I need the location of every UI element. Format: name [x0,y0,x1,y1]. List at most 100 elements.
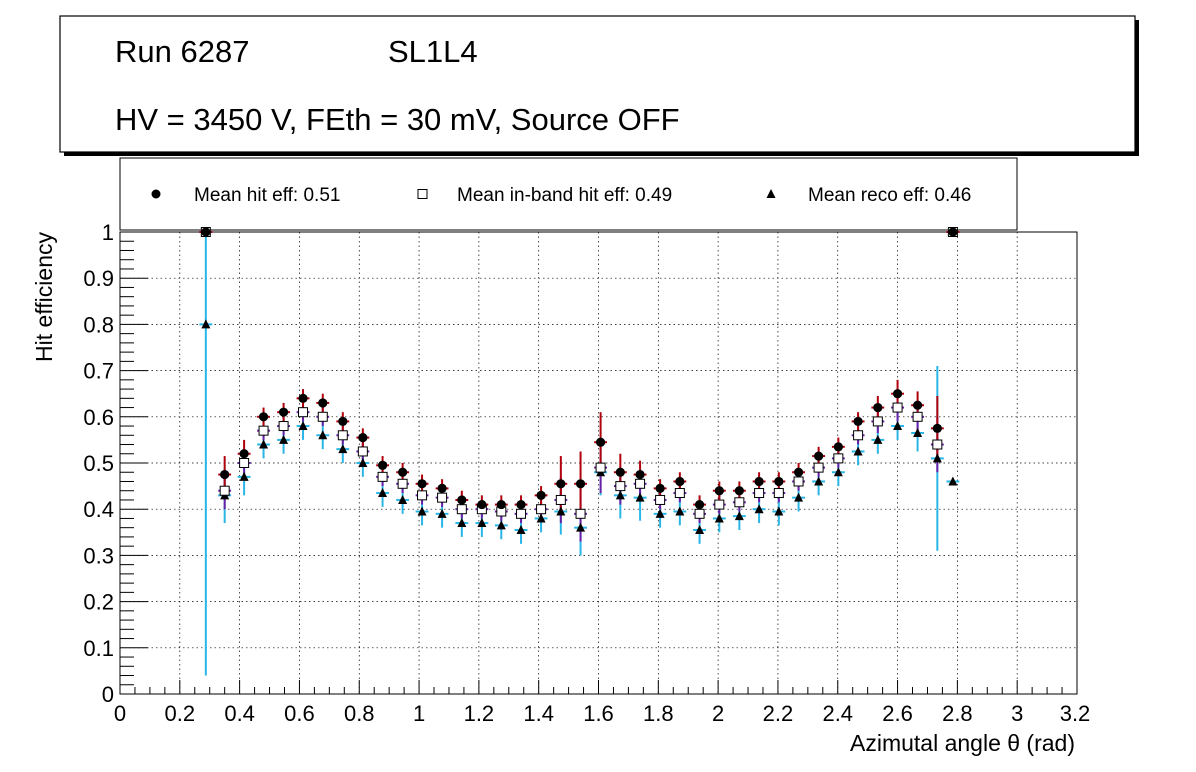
hit-eff-point [417,479,427,489]
inband-eff-point [417,490,428,501]
inband-eff-point [357,446,368,457]
x-tick-label: 2.2 [763,701,794,726]
inband-eff-point [694,508,705,519]
inband-eff-point [377,471,388,482]
y-tick-label: 0.2 [83,590,114,615]
x-tick-label: 2.4 [822,701,853,726]
reco-eff-point [615,490,625,500]
reco-eff-point [695,524,705,534]
reco-eff-point [774,506,784,516]
axis-ticks [119,231,1078,695]
reco-eff-point [417,506,427,516]
inband-eff-point [833,453,844,464]
reco-eff-point [378,488,388,498]
reco-eff-point [833,467,843,477]
legend-hit-label: Mean hit eff: 0.51 [194,185,340,206]
inband-eff-point [773,488,784,499]
inband-eff-point [456,504,467,515]
x-tick-label: 1.4 [523,701,554,726]
x-tick-label: 3.2 [1060,701,1091,726]
inband-eff-point [575,508,586,519]
hit-eff-point [298,393,308,403]
reco-eff-point [714,513,724,523]
reco-eff-point [516,524,526,534]
inband-eff-point [258,425,269,436]
y-tick-label: 1 [102,220,114,245]
inband-eff-point [872,416,883,427]
hit-eff-point [437,483,447,494]
hit-eff-point [201,227,211,237]
hit-eff-point [536,490,546,500]
inband-eff-point [337,430,348,441]
y-tick-label: 0.1 [83,636,114,661]
hit-eff-point [398,467,408,477]
reco-eff-point [338,444,348,454]
hit-eff-point [278,407,289,417]
reco-eff-point [556,506,566,516]
sl-label: SL1L4 [388,34,478,69]
hit-eff-point [258,412,269,422]
reco-eff-point [893,421,903,431]
reco-eff-point [398,494,408,504]
x-tick-labels: 0 0.2 0.4 0.6 0.8 1 1.2 1.4 1.6 1.8 2 2.… [114,701,1090,726]
hit-eff-point [675,476,685,487]
reco-eff-point [536,513,546,523]
x-tick-label: 1.2 [464,701,495,726]
inband-eff-point [239,458,250,468]
reco-eff-point [948,476,958,486]
legend-reco-label: Mean reco eff: 0.46 [808,185,971,206]
hit-eff-point [318,398,328,408]
x-tick-label: 0 [114,701,126,726]
inband-eff-point [317,411,328,422]
y-tick-label: 0 [102,682,114,707]
hit-eff-point [774,476,784,487]
x-tick-label: 1 [413,701,425,726]
x-tick-label: 0.8 [344,701,375,726]
x-tick-label: 2.8 [942,701,973,726]
inband-eff-point [912,411,923,422]
hit-eff-point [833,442,843,452]
reco-eff-point [318,430,328,440]
inband-eff-point [615,481,626,492]
inband-eff-point [298,407,309,418]
inband-eff-point [793,476,804,487]
run-label: Run 6287 [115,34,249,69]
inband-eff-point [555,494,566,505]
reco-eff-point [239,471,249,481]
legend-inband-marker [417,189,428,199]
y-tick-label: 0.3 [83,543,114,568]
hit-eff-point [853,416,863,427]
hit-eff-point [575,479,586,489]
reco-eff-point [298,421,308,431]
hit-eff-point [635,469,645,480]
inband-eff-point [892,402,903,413]
inband-eff-point [516,508,527,519]
reco-eff-point [675,506,685,516]
hit-eff-point [338,416,348,427]
inband-eff-point [635,478,646,489]
legend-reco-marker [766,189,776,198]
y-tick-label: 0.4 [83,497,114,522]
hit-eff-point [239,449,249,459]
hit-eff-point [734,486,744,496]
hit-eff-point [892,389,903,399]
hit-eff-point [873,402,883,413]
reco-eff-point [734,511,744,521]
y-axis-label: Hit efficiency [31,232,57,362]
inband-eff-point [397,478,408,489]
error-bars [199,231,960,676]
inband-eff-point [714,499,725,510]
x-tick-label: 1.8 [643,701,674,726]
x-axis-label: Azimutal angle θ (rad) [850,730,1075,756]
inband-eff-point [674,488,685,499]
legend-inband-label: Mean in-band hit eff: 0.49 [457,185,672,206]
inband-eff-point [278,421,289,432]
hit-eff-point [912,400,923,410]
reco-eff-point [457,518,467,528]
y-tick-label: 0.8 [83,312,114,337]
data-markers [200,227,958,534]
hit-eff-point [377,460,388,470]
hit-eff-point [457,495,467,505]
inband-eff-point [655,494,666,505]
